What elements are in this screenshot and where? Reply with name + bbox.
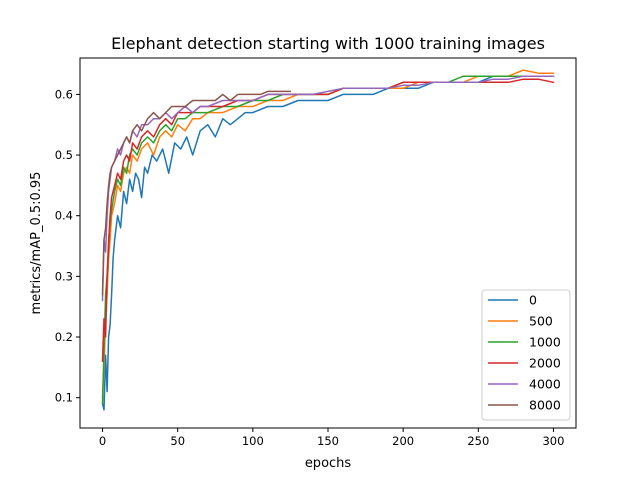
series-line-4000: [101, 75, 555, 302]
y-tick-label: 0.1: [55, 391, 73, 405]
legend-label: 4000: [529, 377, 561, 392]
x-tick-label: 50: [170, 434, 185, 448]
x-axis-label: epochs: [305, 456, 352, 471]
x-tick-label: 100: [242, 434, 264, 448]
legend-label: 500: [529, 314, 553, 329]
x-tick-label: 200: [392, 434, 414, 448]
y-axis: 0.1 0.2 0.3 0.4 0.5 0.6: [55, 87, 80, 405]
legend-label: 0: [529, 293, 537, 308]
x-tick-label: 150: [317, 434, 339, 448]
legend: 0 500 1000 2000 4000 8000: [481, 289, 571, 421]
series-layer: [101, 69, 555, 411]
y-tick-label: 0.2: [55, 330, 73, 344]
y-tick-label: 0.3: [55, 269, 73, 283]
x-axis: 0 50 100 150 200 250 300: [99, 428, 564, 448]
x-tick-label: 300: [542, 434, 564, 448]
series-line-8000: [101, 90, 292, 296]
series-line-0: [101, 75, 555, 411]
y-axis-label: metrics/mAP_0.5:0.95: [29, 172, 44, 315]
y-tick-label: 0.5: [55, 148, 73, 162]
legend-label: 8000: [529, 398, 561, 413]
legend-label: 1000: [529, 335, 561, 350]
x-tick-label: 0: [99, 434, 106, 448]
legend-frame: [481, 289, 571, 421]
x-tick-label: 250: [467, 434, 489, 448]
y-tick-label: 0.6: [55, 87, 73, 101]
chart-title: Elephant detection starting with 1000 tr…: [111, 34, 545, 53]
legend-label: 2000: [529, 356, 561, 371]
y-tick-label: 0.4: [55, 209, 73, 223]
